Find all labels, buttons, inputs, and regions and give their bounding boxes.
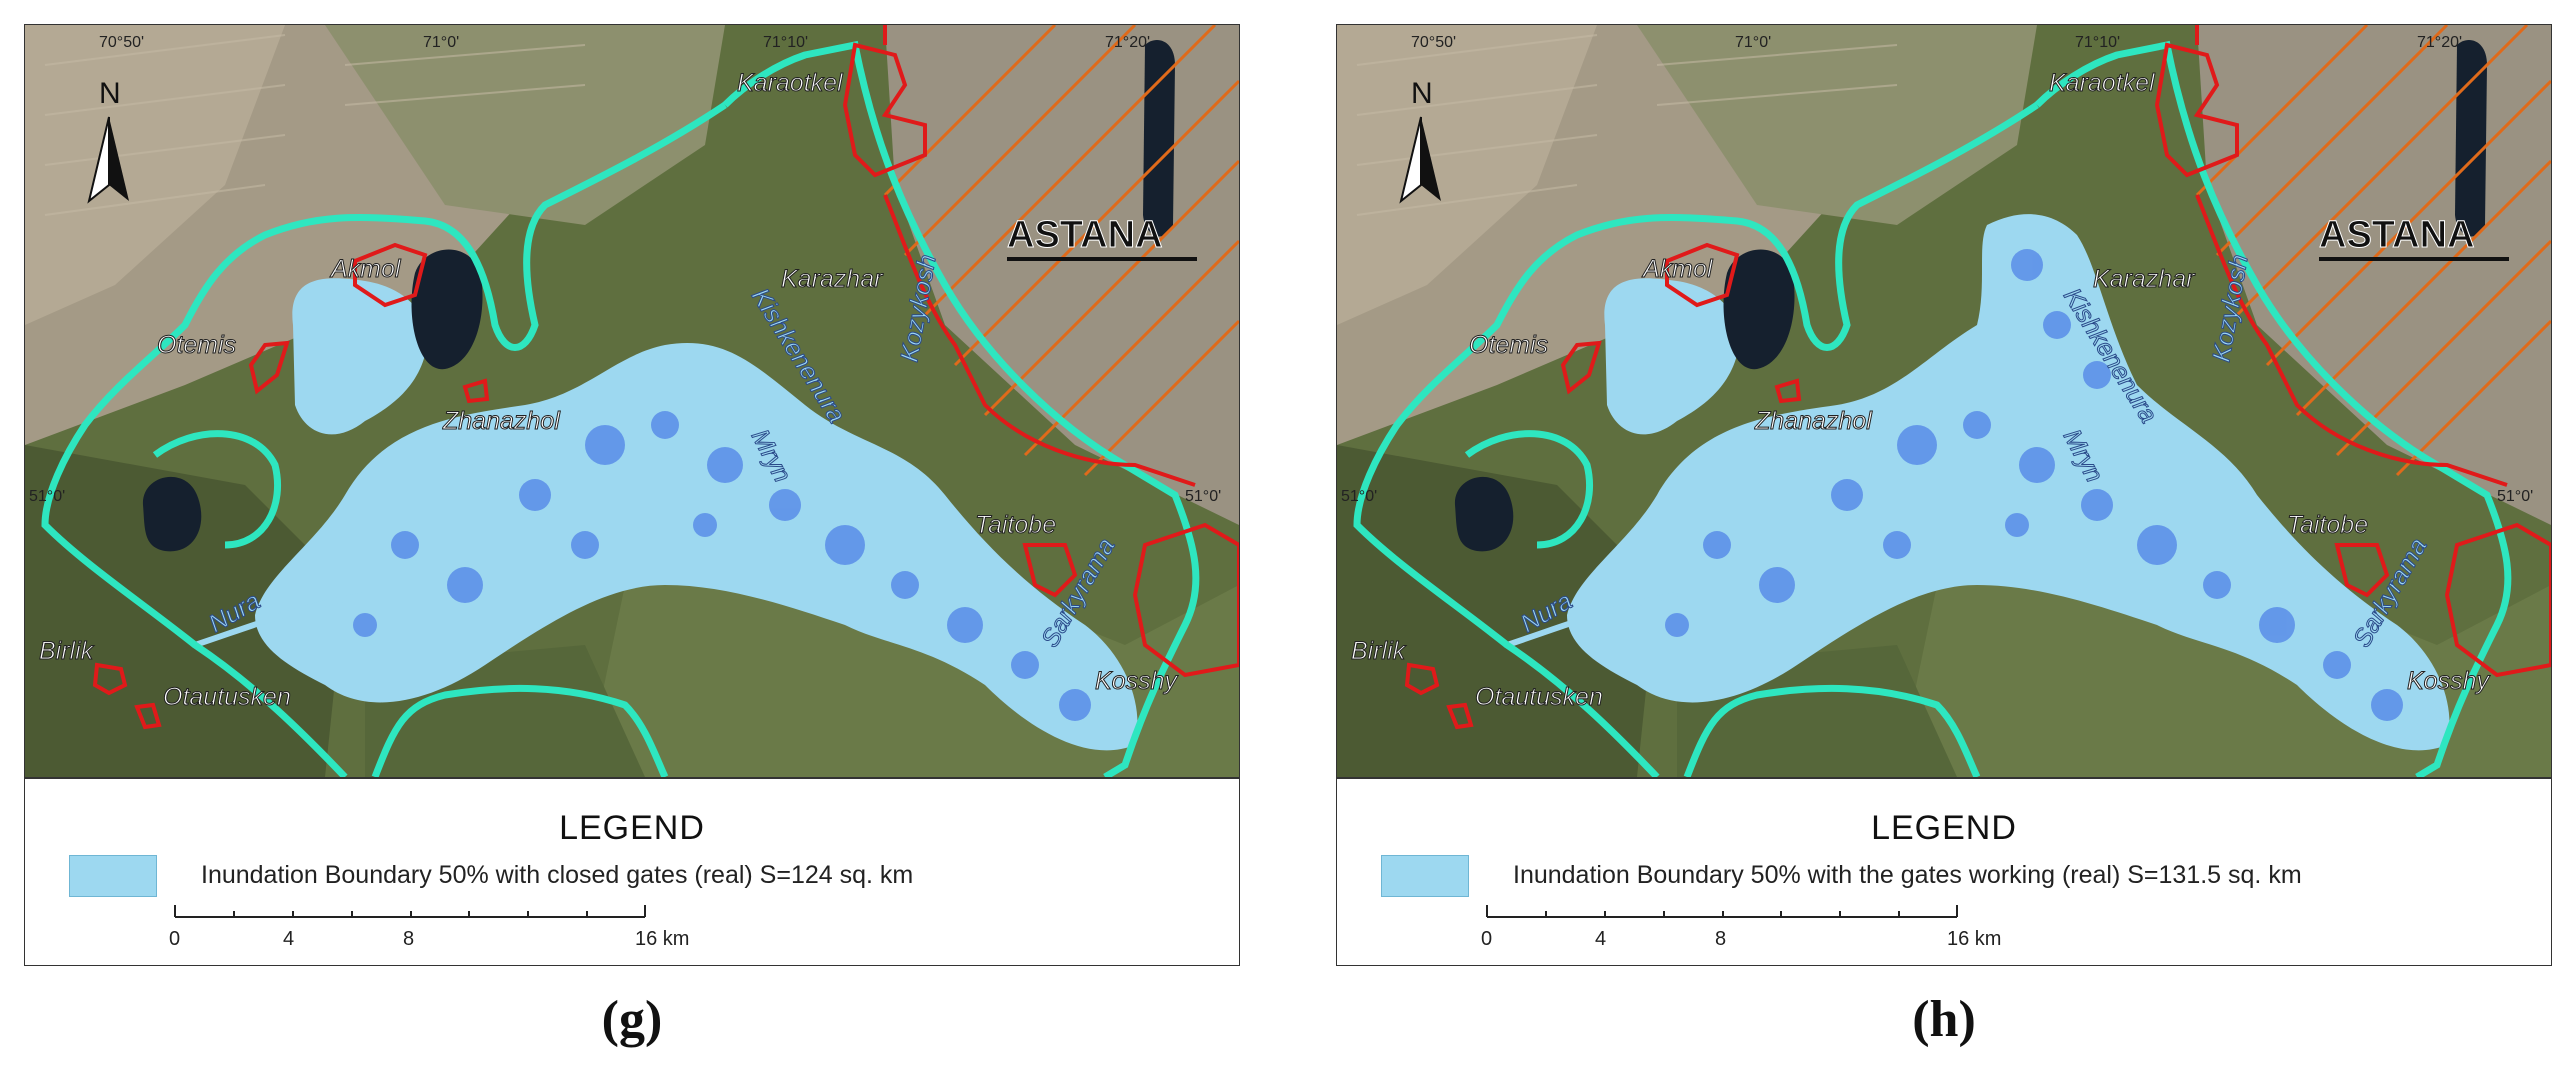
map-frame: 70°50' 71°0' 71°10' 71°20' 51°0' 51°0' N… xyxy=(24,24,1240,778)
map-frame: 70°50' 71°0' 71°10' 71°20' 51°0' 51°0' N… xyxy=(1336,24,2552,778)
place-label-karazhar: Karazhar xyxy=(781,265,884,293)
north-label: N xyxy=(99,77,121,110)
place-label-zhanazhol: Zhanazhol xyxy=(442,407,561,435)
legend-title: LEGEND xyxy=(1871,809,2017,847)
scale-bar: 0 4 8 16 km xyxy=(169,905,689,950)
place-label-karaotkel: Karaotkel xyxy=(2049,69,2156,97)
scale-tick: 8 xyxy=(1715,928,1726,950)
legend-swatch xyxy=(69,855,157,897)
place-label-birlik: Birlik xyxy=(39,637,95,665)
coord-tick-top: 71°10' xyxy=(763,34,808,51)
scale-tick: 4 xyxy=(283,928,294,950)
coord-tick-top: 71°20' xyxy=(1105,34,1150,51)
coord-tick-top: 71°10' xyxy=(2075,34,2120,51)
map-panel-g: 70°50' 71°0' 71°10' 71°20' 51°0' 51°0' N… xyxy=(24,24,1240,1048)
place-label-kosshy: Kosshy xyxy=(2407,667,2490,695)
coord-tick-side: 51°0' xyxy=(1341,488,1377,505)
scale-tick: 0 xyxy=(169,928,180,950)
legend-box: LEGEND Inundation Boundary 50% with clos… xyxy=(24,778,1240,966)
city-label-astana: ASTANA xyxy=(1007,214,1163,256)
scale-tick: 8 xyxy=(403,928,414,950)
place-label-zhanazhol: Zhanazhol xyxy=(1754,407,1873,435)
coord-tick-top: 71°20' xyxy=(2417,34,2462,51)
legend-title: LEGEND xyxy=(559,809,705,847)
place-label-otemis: Otemis xyxy=(1469,331,1548,359)
coord-tick-side: 51°0' xyxy=(1185,488,1221,505)
scale-tick: 16 km xyxy=(1947,928,2001,950)
satellite-map: 70°50' 71°0' 71°10' 71°20' 51°0' 51°0' N… xyxy=(1337,25,2551,777)
place-label-kosshy: Kosshy xyxy=(1095,667,1178,695)
place-label-otautusken: Otautusken xyxy=(1475,683,1603,711)
coord-tick-top: 70°50' xyxy=(99,34,144,51)
scale-tick: 16 km xyxy=(635,928,689,950)
scale-tick: 0 xyxy=(1481,928,1492,950)
coord-tick-side: 51°0' xyxy=(29,488,65,505)
place-label-taitobe: Taitobe xyxy=(975,511,1056,539)
city-label-astana: ASTANA xyxy=(2319,214,2475,256)
panel-label-h: (h) xyxy=(1912,991,1976,1048)
legend-box: LEGEND Inundation Boundary 50% with the … xyxy=(1336,778,2552,966)
city-label-astana-group: ASTANA xyxy=(2319,214,2509,261)
coord-tick-top: 71°0' xyxy=(423,34,459,51)
legend-swatch xyxy=(1381,855,1469,897)
legend-text: Inundation Boundary 50% with the gates w… xyxy=(1513,861,2302,889)
place-label-taitobe: Taitobe xyxy=(2287,511,2368,539)
coord-tick-top: 70°50' xyxy=(1411,34,1456,51)
place-label-otautusken: Otautusken xyxy=(163,683,291,711)
north-arrow-icon: N xyxy=(87,77,129,204)
coord-tick-side: 51°0' xyxy=(2497,488,2533,505)
north-arrow-icon: N xyxy=(1399,77,1441,204)
scale-tick: 4 xyxy=(1595,928,1606,950)
satellite-map: 70°50' 71°0' 71°10' 71°20' 51°0' 51°0' N… xyxy=(25,25,1239,777)
place-label-birlik: Birlik xyxy=(1351,637,1407,665)
city-label-astana-group: ASTANA xyxy=(1007,214,1197,261)
place-label-akmol: Akmol xyxy=(1641,255,1714,283)
north-label: N xyxy=(1411,77,1433,110)
place-label-akmol: Akmol xyxy=(329,255,402,283)
panel-label-g: (g) xyxy=(601,991,663,1048)
legend-text: Inundation Boundary 50% with closed gate… xyxy=(201,861,914,889)
place-label-karaotkel: Karaotkel xyxy=(737,69,844,97)
place-label-otemis: Otemis xyxy=(157,331,236,359)
scale-bar: 0 4 8 16 km xyxy=(1481,905,2001,950)
coord-tick-top: 71°0' xyxy=(1735,34,1771,51)
place-label-karazhar: Karazhar xyxy=(2093,265,2196,293)
map-panel-h: 70°50' 71°0' 71°10' 71°20' 51°0' 51°0' N… xyxy=(1336,24,2552,1048)
